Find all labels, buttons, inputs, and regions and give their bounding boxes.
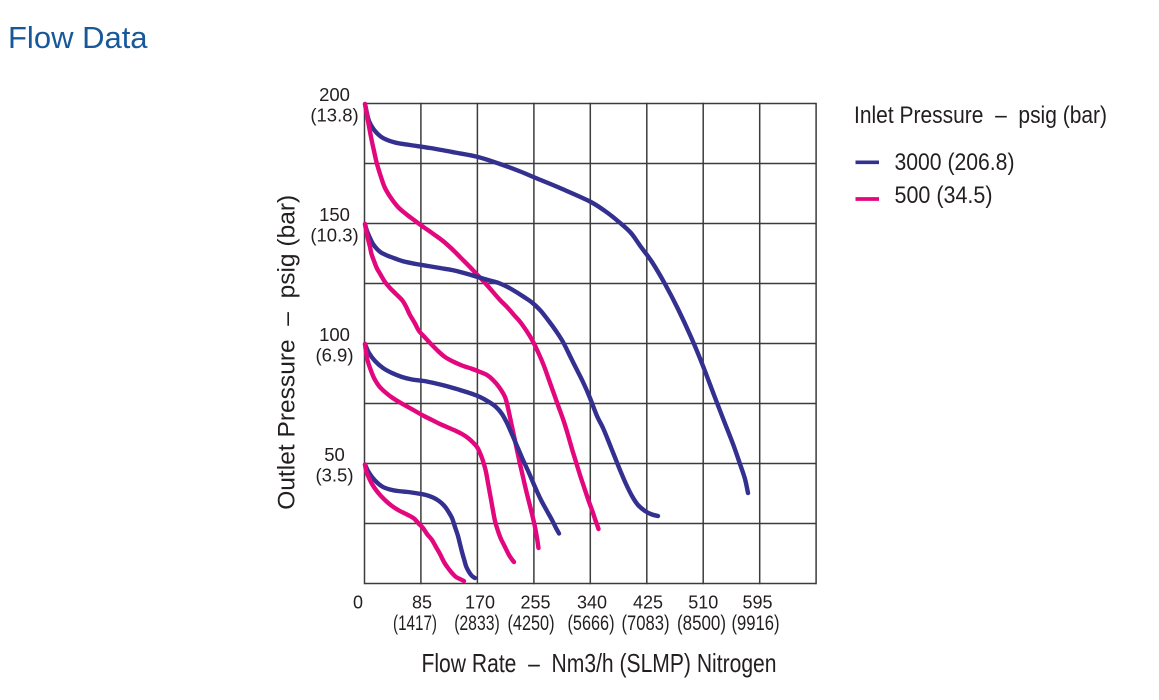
svg-text:255: 255	[520, 593, 550, 613]
svg-text:(6.9): (6.9)	[315, 345, 353, 366]
svg-text:0: 0	[353, 593, 363, 613]
svg-text:100: 100	[319, 324, 350, 345]
svg-text:425: 425	[633, 593, 663, 613]
svg-text:(8500): (8500)	[677, 611, 726, 635]
svg-text:(4250): (4250)	[508, 611, 555, 635]
svg-text:Flow Rate – Nm3/h (SLMP) Nit: Flow Rate – Nm3/h (SLMP) Nitrogen	[422, 648, 777, 678]
svg-text:(5666): (5666)	[568, 611, 615, 635]
svg-text:595: 595	[742, 593, 772, 613]
svg-text:170: 170	[465, 593, 495, 613]
svg-text:Inlet Pressure – psig (bar): Inlet Pressure – psig (bar)	[854, 102, 1107, 129]
svg-text:(10.3): (10.3)	[310, 225, 358, 246]
svg-text:(13.8): (13.8)	[310, 105, 358, 126]
svg-text:200: 200	[319, 84, 350, 105]
svg-text:Outlet Pressure – psig (bar): Outlet Pressure – psig (bar)	[274, 195, 301, 510]
svg-text:(3.5): (3.5)	[315, 465, 353, 486]
svg-text:510: 510	[688, 593, 718, 613]
svg-text:3000 (206.8): 3000 (206.8)	[895, 149, 1015, 176]
svg-text:340: 340	[577, 593, 607, 613]
svg-text:500 (34.5): 500 (34.5)	[895, 182, 993, 209]
svg-text:(2833): (2833)	[454, 611, 500, 635]
svg-text:(7083): (7083)	[622, 611, 670, 635]
svg-text:85: 85	[412, 593, 432, 613]
svg-text:(1417): (1417)	[393, 611, 437, 635]
svg-text:(9916): (9916)	[732, 611, 780, 635]
svg-text:50: 50	[324, 444, 345, 465]
svg-text:150: 150	[319, 204, 350, 225]
